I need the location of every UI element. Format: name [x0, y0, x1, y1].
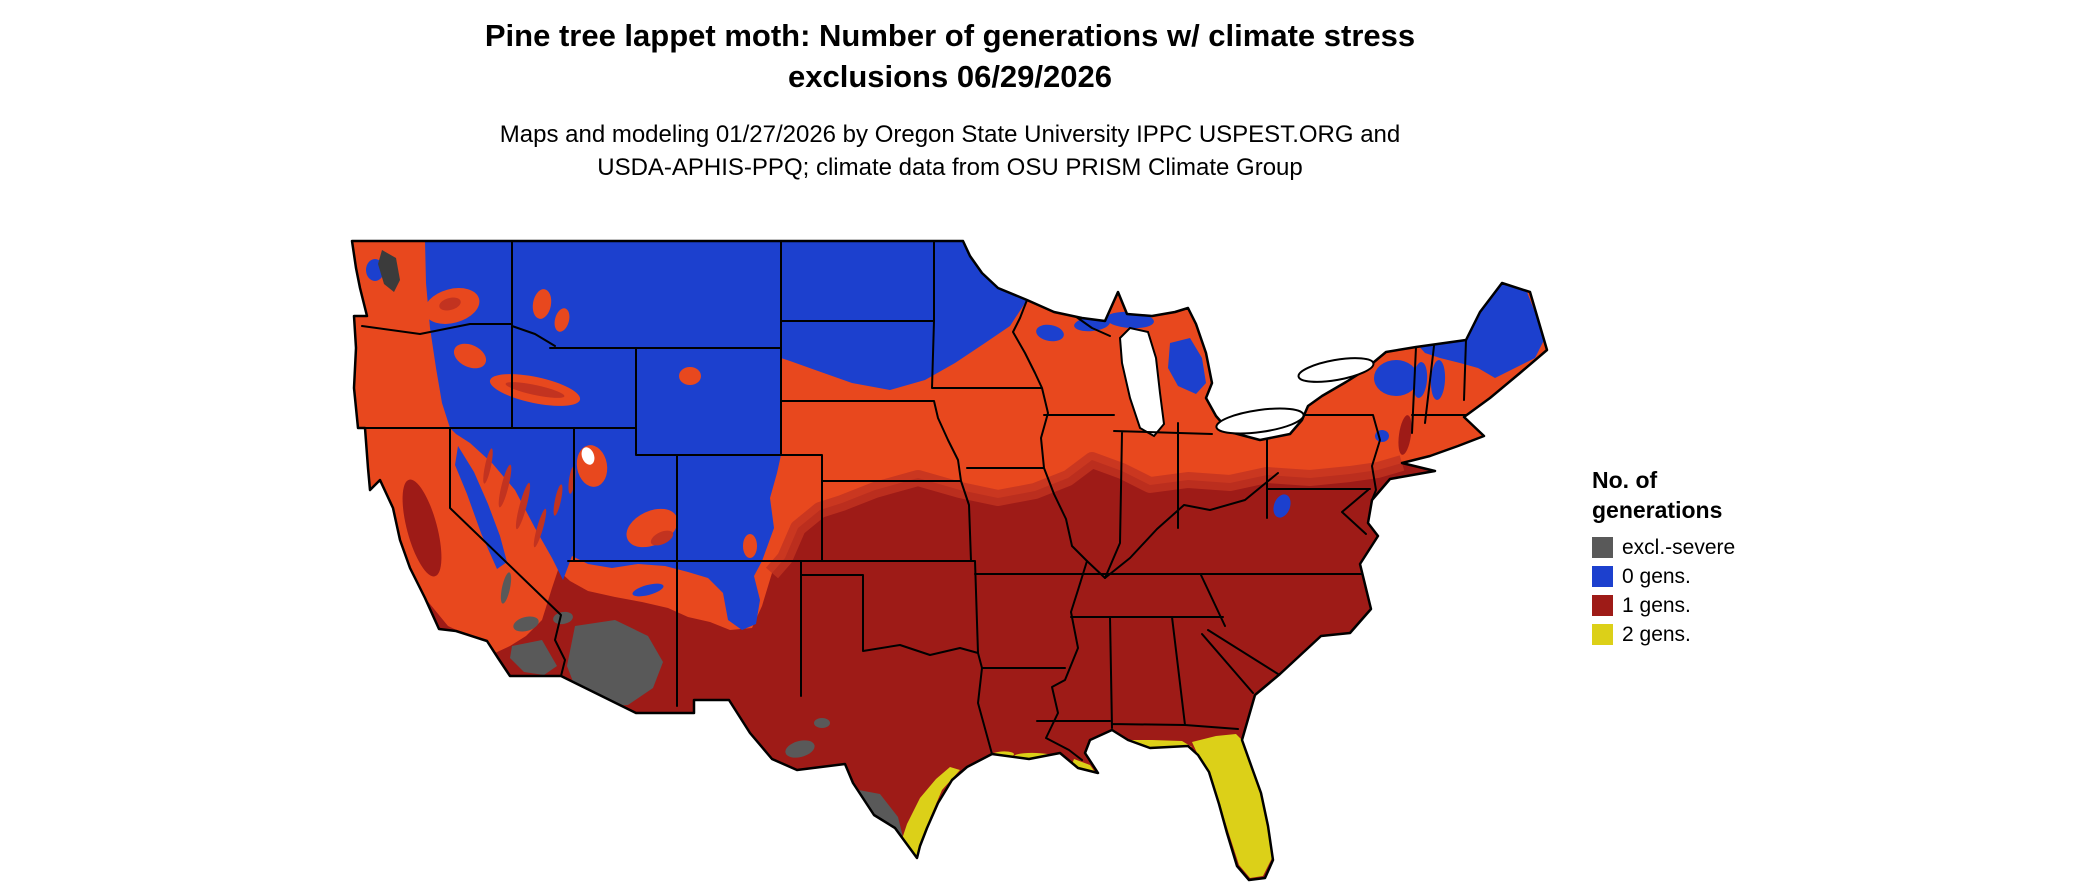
legend-swatch-two-gens [1592, 624, 1613, 646]
page-subtitle: Maps and modeling 01/27/2026 by Oregon S… [499, 121, 1401, 182]
legend-label-two-gens: 2 gens. [1622, 623, 1691, 647]
legend-item-two-gens: 2 gens. [1592, 623, 1822, 647]
warm-core-streaks [439, 297, 674, 548]
state-borders [357, 241, 1483, 761]
legend-label-zero-gens: 0 gens. [1622, 565, 1691, 589]
lake-erie [1215, 407, 1305, 435]
page-title: Pine tree lappet moth: Number of generat… [484, 18, 1416, 94]
legend-title: No. of generations [1592, 467, 1723, 523]
legend-swatch-excluded-severe [1592, 537, 1613, 559]
us-generations-map [330, 228, 1570, 890]
map-fill-layers [352, 241, 1547, 880]
legend-item-zero-gens: 0 gens. [1592, 565, 1822, 589]
legend-item-excluded-severe: excl.-severe [1592, 536, 1822, 560]
lake-ontario [1297, 357, 1375, 383]
legend: No. of generations excl.-severe 0 gens. … [1592, 466, 1822, 652]
region-zero-generations [366, 241, 1545, 630]
us-map-svg [350, 239, 1549, 882]
red-detail-patches [402, 415, 1412, 577]
legend-label-excluded-severe: excl.-severe [1622, 536, 1736, 560]
transition-detail-patches [424, 288, 757, 558]
legend-swatch-zero-gens [1592, 566, 1613, 588]
legend-item-one-gen: 1 gens. [1592, 594, 1822, 618]
great-salt-lake [581, 447, 595, 465]
region-excluded-dark-puget [378, 250, 400, 292]
legend-swatch-one-gen [1592, 595, 1613, 617]
lake-michigan [1118, 326, 1166, 438]
transition-gradient-edge [765, 452, 1405, 579]
legend-label-one-gen: 1 gens. [1622, 594, 1691, 618]
